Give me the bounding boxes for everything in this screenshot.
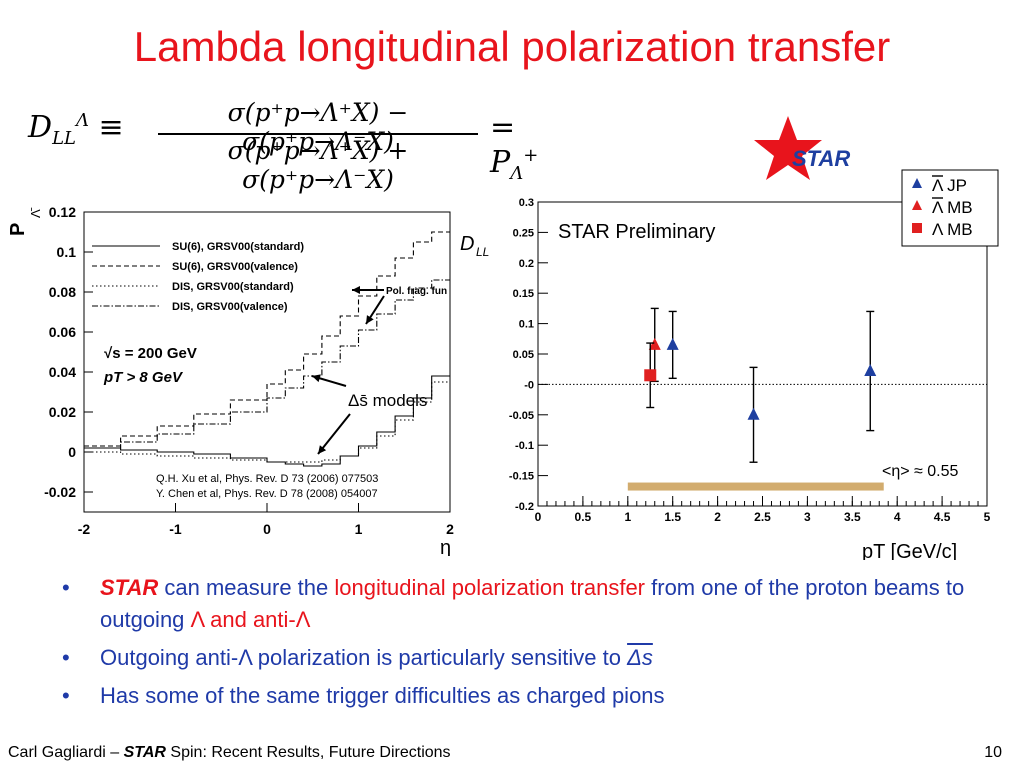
systematic-band: [627, 482, 884, 491]
plot-frame: [537, 201, 988, 507]
bullet-item: • STAR can measure the longitudinal polar…: [62, 572, 1002, 636]
x-tick-label: 0: [263, 521, 271, 537]
x-tick-label: 0.5: [575, 510, 592, 524]
x-tick-label: 2: [446, 521, 454, 537]
x-tick-label: -2: [78, 521, 91, 537]
formula-lhs: DLLΛ ≡: [28, 110, 124, 149]
bullet-list: • STAR can measure the longitudinal polar…: [62, 572, 1002, 718]
bullet-icon: •: [62, 575, 70, 600]
y-tick-label: -0: [524, 379, 534, 391]
arrow-head-icon: [318, 445, 327, 454]
bullet-item: • Outgoing anti-Λ polarization is particu…: [62, 642, 1002, 674]
y-tick-label: 0.15: [513, 288, 534, 300]
arrow-head-icon: [366, 315, 374, 324]
legend-label: SU(6), GRSV00(valence): [172, 261, 298, 273]
y-tick-label: 0.06: [49, 324, 76, 340]
x-tick-label: 1: [355, 521, 363, 537]
legend-marker-triangle: [912, 200, 922, 210]
formula-rhs: = PΛ+: [490, 110, 539, 184]
y-tick-label: 0.25: [513, 227, 534, 239]
data-point-square: [644, 369, 657, 382]
bullet-item: • Has some of the same trigger difficulti…: [62, 680, 1002, 712]
reference-1: Q.H. Xu et al, Phys. Rev. D 73 (2006) 07…: [156, 473, 378, 485]
reference-2: Y. Chen et al, Phys. Rev. D 78 (2008) 05…: [156, 488, 378, 500]
x-tick-label: 4.5: [934, 510, 951, 524]
y-axis-label: P: [7, 223, 29, 236]
y-tick-label: -0.15: [509, 471, 534, 483]
x-tick-label: 3.5: [844, 510, 861, 524]
x-tick-label: 4: [894, 510, 901, 524]
theory-chart: -0.02 0 0.02 0.04 0.06 0.08 0.1 0.12 -2 -1 0 1 2η P Λ̄…: [7, 204, 454, 556]
star-logo-text: STAR: [792, 146, 850, 171]
annotation-pol-frag: Pol. frag. fun: [386, 286, 447, 297]
star-data-chart: -0.2 -0.15 -0.1 -0.05 -0 0.05 0.1 0.15 0.2 0.25 0.…: [460, 169, 999, 560]
x-axis-label: pT [GeV/c]: [862, 541, 957, 560]
legend-label: SU(6), GRSV00(standard): [172, 241, 304, 253]
series-line-2: [84, 381, 450, 463]
y-axis-sublabel: LL: [476, 245, 489, 259]
y-tick-label: 0: [68, 444, 76, 460]
legend-label: Λ JP: [932, 176, 967, 195]
legend-marker-triangle: [912, 178, 922, 188]
series-line-1: [84, 231, 450, 447]
plot-frame: [83, 211, 451, 513]
legend-label: DIS, GRSV00(valence): [172, 301, 288, 313]
star-logo-icon: [754, 116, 822, 180]
series-line-0: [84, 375, 450, 467]
x-tick-label: 3: [804, 510, 811, 524]
footer-credit: Carl Gagliardi – STAR Spin: Recent Resul…: [8, 744, 451, 761]
x-axis-label: η: [440, 537, 451, 556]
arrow-head-icon: [352, 286, 360, 294]
annotation-sqrt-s: √s = 200 GeV: [104, 345, 197, 362]
data-point-triangle: [747, 407, 760, 420]
x-tick-label: 2.5: [754, 510, 771, 524]
eta-annotation: <η> ≈ 0.55: [882, 463, 959, 480]
legend-label: Λ MB: [932, 220, 973, 239]
chart-title: STAR Preliminary: [558, 221, 715, 243]
y-tick-label: -0.05: [509, 410, 534, 422]
slide-title: Lambda longitudinal polarization transfe…: [133, 23, 891, 70]
x-tick-label: 1: [624, 510, 631, 524]
data-point-triangle: [666, 337, 679, 350]
formula-numerator: σ(p⁺p→Λ⁺X) − σ(p⁺p→Λ⁻X): [227, 98, 409, 156]
y-tick-label: 0.1: [519, 319, 534, 331]
data-point-triangle: [648, 337, 661, 350]
bullet-icon: •: [62, 645, 70, 670]
y-tick-label: 0.02: [49, 404, 76, 420]
y-tick-label: -0.02: [44, 484, 76, 500]
y-tick-label: 0.2: [519, 258, 534, 270]
annotation-ds-models: Δs̄ models: [348, 391, 427, 410]
polarization-formula: DLLΛ ≡ σ(p⁺p→Λ⁺X) − σ(p⁺p→Λ⁻X) σ(p⁺p→Λ⁺X…: [28, 96, 548, 194]
legend-label: Λ MB: [932, 198, 973, 217]
x-tick-label: 5: [984, 510, 991, 524]
arrow-head-icon: [312, 374, 321, 383]
bullet-icon: •: [62, 683, 70, 708]
y-tick-label: 0.3: [519, 197, 534, 209]
arrow-line: [317, 413, 351, 455]
page-number: 10: [984, 744, 1002, 761]
annotation-pt-cut: pT > 8 GeV: [103, 369, 184, 386]
legend-label: DIS, GRSV00(standard): [172, 281, 294, 293]
y-tick-label: 0.1: [57, 244, 77, 260]
x-tick-label: 0: [535, 510, 542, 524]
legend-marker-square: [912, 223, 922, 233]
x-tick-label: 2: [714, 510, 721, 524]
x-tick-label: 1.5: [664, 510, 681, 524]
y-tick-label: 0.08: [49, 284, 76, 300]
y-tick-label: -0.1: [515, 440, 534, 452]
formula-denominator: σ(p⁺p→Λ⁺X) + σ(p⁺p→Λ⁻X): [227, 136, 409, 194]
data-point-triangle: [864, 364, 877, 377]
y-tick-label: 0.04: [49, 364, 76, 380]
y-tick-label: 0.12: [49, 204, 76, 220]
y-axis-sublabel: Λ̄: [28, 207, 43, 218]
y-axis-label: D: [460, 233, 474, 255]
y-tick-label: 0.05: [513, 349, 534, 361]
x-tick-label: -1: [169, 521, 182, 537]
y-tick-label: -0.2: [515, 501, 534, 513]
star-logo: STAR: [754, 116, 850, 180]
